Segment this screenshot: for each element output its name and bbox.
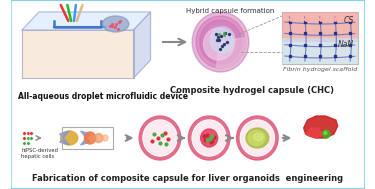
Circle shape [193,121,225,155]
Circle shape [237,116,278,160]
Text: All-aqueous droplet microfluidic device: All-aqueous droplet microfluidic device [18,92,188,101]
Circle shape [139,116,181,160]
Polygon shape [81,131,90,138]
Ellipse shape [61,131,78,145]
Circle shape [210,27,235,53]
Circle shape [192,120,226,156]
Polygon shape [22,30,134,78]
FancyBboxPatch shape [282,12,358,42]
Wedge shape [216,37,245,68]
Polygon shape [304,116,338,138]
Text: Fibrin hydrogel scaffold: Fibrin hydrogel scaffold [283,67,357,72]
Ellipse shape [248,130,265,146]
Circle shape [84,132,96,144]
Circle shape [102,135,108,141]
Circle shape [196,16,245,68]
Circle shape [324,132,327,135]
Text: Composite hydrogel capsule (CHC): Composite hydrogel capsule (CHC) [170,86,334,95]
Circle shape [240,120,274,156]
Circle shape [143,120,177,156]
Circle shape [241,121,273,155]
Circle shape [192,12,249,72]
Polygon shape [60,131,69,138]
Ellipse shape [246,128,269,148]
Circle shape [204,25,237,59]
Circle shape [188,116,230,160]
Text: Fabrication of composite capsule for liver organoids  engineering: Fabrication of composite capsule for liv… [32,174,343,183]
Text: hiPSC-derived
hepatic cells: hiPSC-derived hepatic cells [21,148,58,159]
Circle shape [322,130,330,138]
Text: NaN: NaN [338,40,354,49]
Text: Hybrid capsule formation: Hybrid capsule formation [186,8,274,14]
Circle shape [144,121,176,155]
Polygon shape [60,138,69,145]
Circle shape [200,20,241,64]
Ellipse shape [102,16,129,32]
Ellipse shape [104,18,127,30]
FancyBboxPatch shape [10,0,365,189]
Polygon shape [81,138,90,145]
FancyBboxPatch shape [282,38,358,64]
Circle shape [202,131,216,145]
FancyBboxPatch shape [282,12,358,64]
Circle shape [204,28,234,60]
Circle shape [201,129,217,147]
Polygon shape [306,128,322,138]
Ellipse shape [254,133,263,141]
Polygon shape [22,12,150,30]
Polygon shape [134,12,150,78]
Text: CS: CS [344,16,354,25]
Circle shape [94,133,103,143]
